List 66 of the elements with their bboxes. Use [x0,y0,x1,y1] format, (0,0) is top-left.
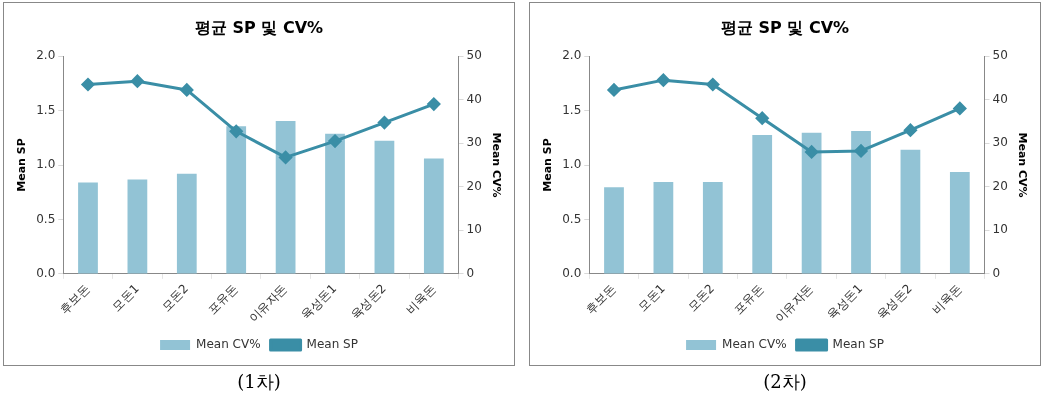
y-tick-label: 1.0 [36,157,56,172]
y2-tick-label: 0 [992,266,1001,280]
point [81,78,95,91]
y2-tick-label: 30 [992,135,1008,150]
point [656,73,670,87]
chart-title: 평균 SP 및 CV% [720,17,850,37]
bar [423,158,444,274]
point [607,83,621,97]
y2-axis-title: Mean CV% [489,132,503,198]
y-tick-label: 0.5 [36,211,56,226]
point [755,111,769,125]
point [328,134,342,148]
y2-tick-label: 0 [466,266,475,280]
y-tick-label: 1.0 [562,157,582,172]
bar [653,182,674,274]
legend-label: Mean CV% [196,337,261,352]
y2-tick-label: 20 [992,178,1008,193]
point [854,144,868,158]
point [377,116,391,130]
bar [325,133,345,274]
bar [127,179,148,274]
y-tick-label: 0.0 [562,266,582,280]
legend-label: Mean SP [306,337,358,352]
bar [949,172,970,274]
bar [752,135,773,274]
point [130,74,144,88]
point [229,124,243,138]
bar [801,132,822,274]
y-axis-title: Mean SP [15,138,29,192]
y-tick-label: 1.5 [36,102,56,117]
bar [702,182,723,274]
bar [604,187,624,274]
bar [374,140,395,274]
bar [851,131,871,274]
bar [900,149,921,274]
y2-tick-label: 20 [466,178,482,193]
bar [78,182,98,274]
legend-label: Mean SP [832,337,884,352]
point [180,83,194,97]
y-tick-label: 0.5 [562,211,582,226]
text: (1차) [237,370,281,394]
y-tick-label: 2.0 [36,48,56,63]
y2-axis-title: Mean CV% [1015,132,1029,198]
y-tick-label: 0.0 [36,266,56,280]
y2-tick-label: 10 [466,222,482,237]
point [706,78,720,91]
point [953,101,967,115]
y-tick-label: 2.0 [562,48,582,63]
y2-tick-label: 30 [466,135,482,150]
bar [176,173,197,274]
text: (2차) [763,370,807,394]
point [279,150,293,164]
chart-title: 평균 SP 및 CV% [194,17,324,37]
y-axis-title: Mean SP [541,138,555,192]
y-tick-label: 1.5 [562,102,582,117]
point [427,97,441,111]
y2-tick-label: 40 [992,91,1008,106]
y2-tick-label: 10 [992,222,1008,237]
y2-tick-label: 50 [466,48,482,63]
point [903,123,917,137]
legend-label: Mean CV% [722,337,787,352]
y2-tick-label: 40 [466,91,482,106]
bar [275,121,296,274]
point [805,145,819,159]
y2-tick-label: 50 [992,48,1008,63]
bar [226,126,247,274]
